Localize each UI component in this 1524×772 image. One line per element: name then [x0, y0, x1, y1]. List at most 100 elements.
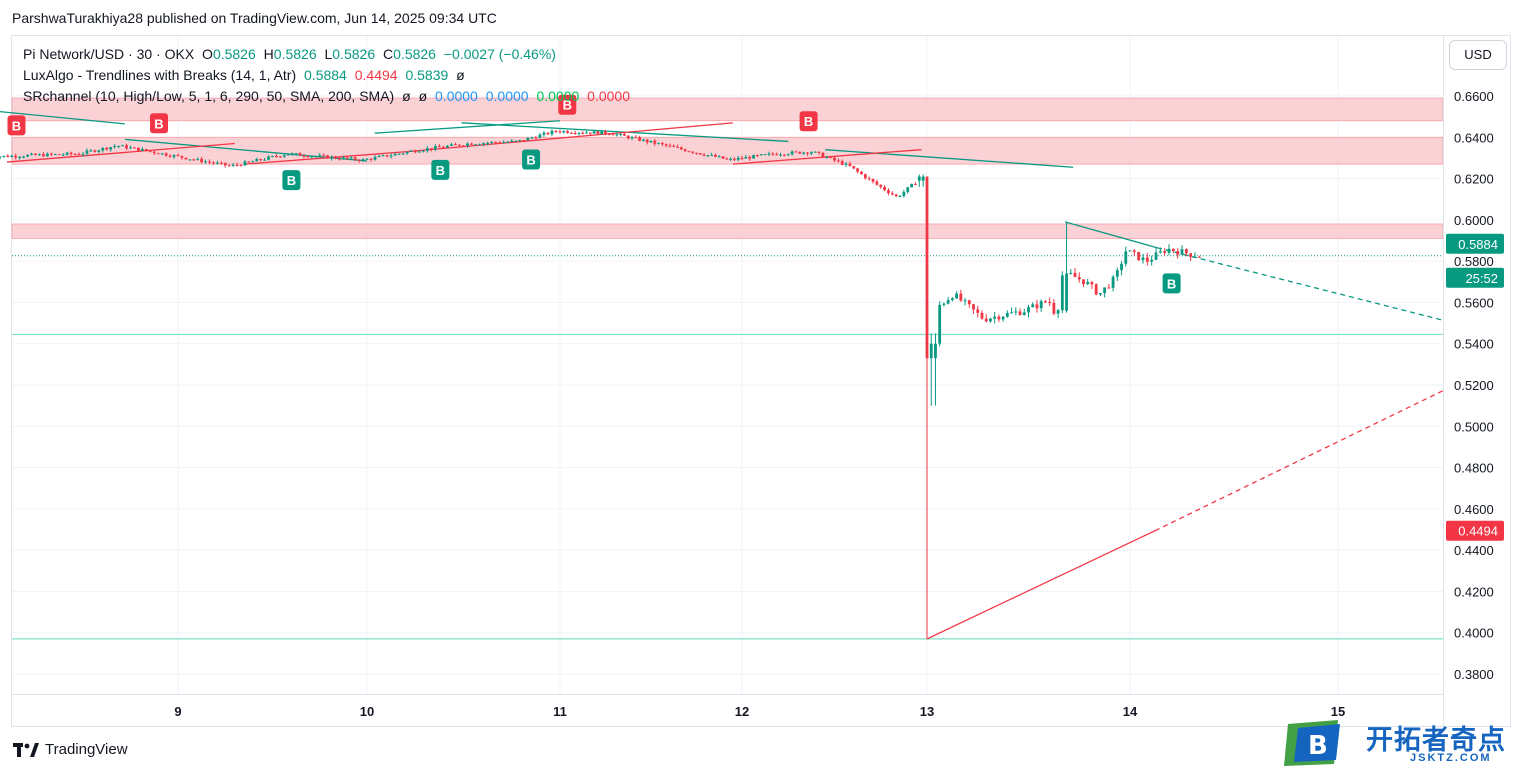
candle-body: [478, 144, 481, 146]
candle-body: [890, 193, 894, 195]
indicator-srchannel-value6: 0.0000: [587, 88, 630, 104]
candle-body: [1090, 282, 1094, 285]
indicator-srchannel-value2: ø: [418, 88, 428, 104]
price-axis-label-bg: [1446, 267, 1504, 288]
candle-body: [526, 137, 530, 141]
signal-badge-bg: [150, 113, 168, 134]
candle-body: [267, 156, 270, 160]
candle-body: [302, 155, 306, 157]
candle-body: [530, 137, 534, 139]
candle-body: [77, 154, 81, 156]
tradingview-logo[interactable]: TradingView: [13, 741, 128, 758]
candle-body: [611, 134, 615, 136]
candle-body: [1103, 287, 1107, 294]
candle-body: [967, 300, 971, 305]
signal-badge-label: B: [436, 163, 445, 178]
candle-body: [596, 131, 600, 135]
candle-body: [775, 154, 779, 156]
candle-body: [69, 152, 73, 155]
candle-body: [247, 161, 251, 163]
candle-body: [413, 150, 417, 153]
candle-body: [657, 143, 660, 145]
candle-body: [144, 149, 148, 151]
candle-body: [53, 154, 57, 156]
price-axis-label-bg: [1446, 520, 1504, 541]
candle-body: [97, 150, 101, 152]
signal-badge[interactable]: B: [522, 149, 541, 170]
candle-body: [326, 155, 330, 159]
currency-button[interactable]: USD: [1449, 40, 1507, 70]
candle-body: [361, 159, 365, 161]
y-tick-label: 0.6600: [1454, 89, 1494, 104]
watermark-letter: B: [1308, 731, 1328, 761]
signal-badge[interactable]: B: [558, 94, 577, 115]
candle-body: [1044, 301, 1047, 303]
signal-badge-bg: [558, 94, 577, 115]
candle-body: [825, 157, 829, 159]
signal-badge[interactable]: B: [431, 159, 450, 180]
signal-badge[interactable]: B: [150, 113, 168, 134]
candle-body: [714, 154, 717, 157]
candle-body: [1052, 302, 1056, 314]
candle-body: [976, 309, 980, 313]
candle-body: [809, 152, 813, 154]
candle-body: [168, 155, 172, 157]
candle-body: [401, 153, 405, 155]
y-tick-label: 0.5000: [1454, 419, 1494, 434]
candle-body: [18, 156, 22, 158]
signal-badge[interactable]: B: [1162, 273, 1181, 294]
candle-body: [101, 147, 105, 151]
candle-body: [30, 153, 33, 155]
indicator-trendlines-value3: 0.5839: [405, 67, 449, 83]
trendline-upper: [0, 110, 125, 125]
candle-body: [934, 343, 937, 359]
candle-body: [498, 142, 502, 144]
candle-body: [645, 139, 649, 143]
candle-body: [836, 160, 840, 162]
signal-badge[interactable]: B: [282, 170, 301, 191]
candle-body: [446, 145, 449, 148]
x-tick-label: 12: [735, 704, 749, 719]
candle-body: [676, 146, 679, 148]
candle-body: [946, 300, 950, 304]
candle-body: [510, 140, 514, 142]
candle-body: [955, 293, 959, 299]
candle-body: [482, 143, 486, 145]
candle-body: [984, 318, 988, 322]
candle-body: [294, 153, 298, 155]
candle-body: [494, 141, 498, 143]
candle-body: [959, 293, 963, 301]
legend-row-srchannel[interactable]: SRchannel (10, High/Low, 5, 1, 6, 290, 5…: [23, 86, 630, 107]
candle-body: [231, 164, 235, 166]
y-tick-label: 0.4200: [1454, 584, 1494, 599]
signal-badge[interactable]: B: [799, 111, 818, 132]
candle-body: [607, 133, 611, 135]
candle-body: [634, 137, 638, 139]
candle-body: [863, 174, 867, 179]
candle-body: [710, 154, 714, 156]
legend-row-symbol[interactable]: Pi Network/USD · 30 · OKX O0.5826 H0.582…: [23, 44, 630, 65]
candle-body: [771, 153, 775, 155]
trendline-lower-projection: [1154, 388, 1447, 532]
signal-badge[interactable]: B: [7, 115, 26, 136]
candle-body: [306, 156, 310, 158]
candle-body: [223, 162, 227, 166]
signal-badge-label: B: [526, 153, 535, 168]
candle-body: [653, 140, 657, 144]
candle-body: [1197, 256, 1201, 258]
candle-body: [474, 144, 477, 146]
candle-body: [917, 176, 921, 181]
indicator-srchannel-value1: ø: [402, 88, 411, 104]
legend-row-trendlines[interactable]: LuxAlgo - Trendlines with Breaks (14, 1,…: [23, 65, 630, 86]
candle-body: [518, 139, 522, 141]
candle-body: [721, 156, 725, 159]
signal-badge-label: B: [804, 114, 813, 129]
candle-body: [2, 155, 6, 157]
candle-body: [208, 161, 211, 163]
candle-body: [550, 130, 554, 135]
y-tick-label: 0.3800: [1454, 667, 1494, 682]
candle-body: [129, 147, 132, 149]
candle-body: [569, 132, 573, 134]
indicator-trendlines-name: LuxAlgo - Trendlines with Breaks (14, 1,…: [23, 67, 297, 83]
